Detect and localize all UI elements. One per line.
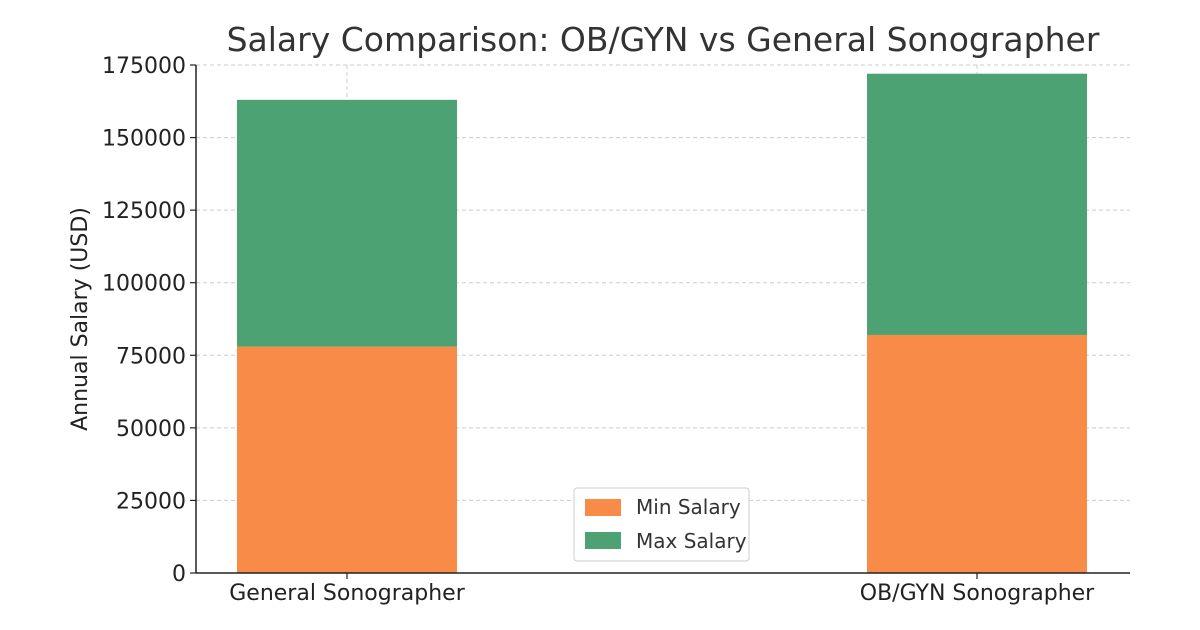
bars-layer [237,73,1087,573]
y-axis-label: Annual Salary (USD) [68,207,93,431]
bar-max-salary-obgyn [867,73,1087,335]
y-tick-label: 50000 [116,417,186,442]
legend-swatch-min-salary [585,499,621,516]
legend-label-max-salary: Max Salary [636,529,747,553]
bar-min-salary-general [237,346,457,573]
y-ticks: 0 25000 50000 75000 100000 125000 150000 175000 [102,54,196,587]
y-tick-label: 150000 [102,127,186,152]
y-tick-label: 25000 [116,489,186,514]
x-category-label: General Sonographer [229,581,465,606]
legend-label-min-salary: Min Salary [636,495,741,519]
axes-layer [195,65,1130,574]
y-tick-label: 75000 [116,344,186,369]
y-tick-label: 0 [172,562,186,587]
y-tick-label: 125000 [102,199,186,224]
y-tick-label: 100000 [102,272,186,297]
bar-max-salary-general [237,99,457,347]
x-categories: General Sonographer OB/GYN Sonographer [229,573,1095,606]
x-category-label: OB/GYN Sonographer [860,581,1095,606]
bar-min-salary-obgyn [867,334,1087,573]
legend: Min Salary Max Salary [573,487,750,562]
legend-swatch-max-salary [585,532,621,549]
y-tick-label: 175000 [102,54,186,79]
chart-title: Salary Comparison: OB/GYN vs General Son… [227,20,1100,59]
